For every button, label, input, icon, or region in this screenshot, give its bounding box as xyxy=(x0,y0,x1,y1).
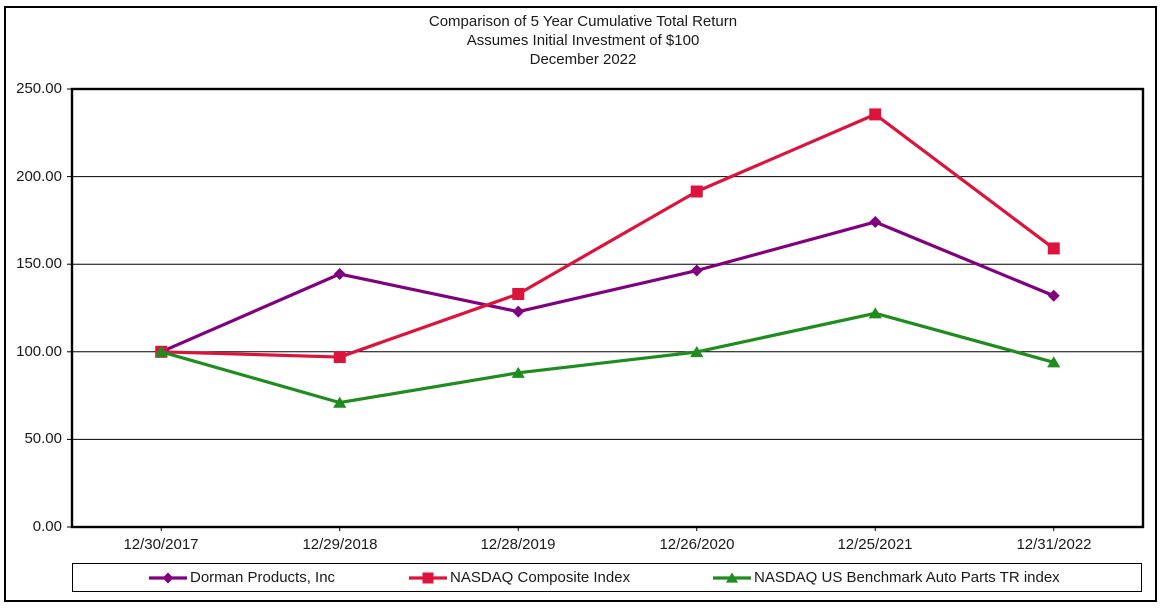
chart-title: Comparison of 5 Year Cumulative Total Re… xyxy=(428,13,738,30)
y-axis-tick-label: 50.00 xyxy=(24,430,62,447)
legend-label: Dorman Products, Inc xyxy=(190,569,336,586)
x-axis-tick-label: 12/30/2017 xyxy=(123,536,199,553)
y-axis-tick-label: 250.00 xyxy=(16,80,62,97)
legend-label: NASDAQ US Benchmark Auto Parts TR index xyxy=(754,569,1060,586)
y-axis-tick-label: 200.00 xyxy=(16,168,62,185)
line-square-marker-icon xyxy=(409,572,447,583)
chart-period: December 2022 xyxy=(529,51,637,68)
legend-item-nasdaq-composite: NASDAQ Composite Index xyxy=(409,564,630,591)
x-axis-tick-label: 12/31/2022 xyxy=(1016,536,1092,553)
line-triangle-marker-icon xyxy=(713,572,751,583)
x-axis-tick-label: 12/25/2021 xyxy=(837,536,913,553)
x-axis-tick-label: 12/28/2019 xyxy=(480,536,556,553)
y-axis-tick-label: 150.00 xyxy=(16,255,62,272)
legend-item-dorman-products: Dorman Products, Inc xyxy=(149,564,335,591)
x-axis-tick-label: 12/29/2018 xyxy=(302,536,378,553)
legend: Dorman Products, Inc NASDAQ Composite In… xyxy=(72,563,1142,592)
legend-label: NASDAQ Composite Index xyxy=(450,569,631,586)
chart-outer-border xyxy=(4,6,1157,602)
y-axis-tick-label: 0.00 xyxy=(32,518,62,535)
legend-item-nasdaq-auto-parts: NASDAQ US Benchmark Auto Parts TR index xyxy=(713,564,1060,591)
chart-title-block: Comparison of 5 Year Cumulative Total Re… xyxy=(0,12,1166,69)
y-axis-tick-label: 100.00 xyxy=(16,343,62,360)
line-diamond-marker-icon xyxy=(149,572,187,583)
chart-subtitle: Assumes Initial Investment of $100 xyxy=(466,32,700,49)
x-axis-tick-label: 12/26/2020 xyxy=(659,536,735,553)
